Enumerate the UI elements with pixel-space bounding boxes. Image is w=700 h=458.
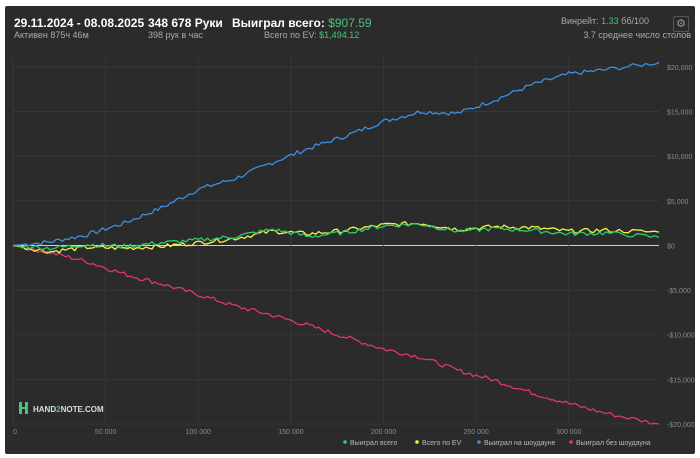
x-axis-labels: 0 50 000 100 000 150 000 200 000 250 000 300 0… <box>13 429 582 436</box>
profit-chart: $20,000 $15,000 $10,000 $5,000 $0 -$5,000 -$10… <box>12 58 695 447</box>
avg-tables: 3.7 среднее число столов <box>583 30 691 40</box>
ev-total-value: $1,494.12 <box>319 30 360 40</box>
legend-item[interactable]: Выиграл всего <box>343 440 397 447</box>
graph-panel: 29.11.2024 - 08.08.2025 Активен 875ч 46м… <box>5 6 695 454</box>
x-tick-label: 100 000 <box>186 429 211 436</box>
legend-label: Выиграл без шоудауна <box>576 439 651 447</box>
y-tick-label: $20,000 <box>667 65 692 72</box>
x-tick-label: 50 000 <box>95 429 117 436</box>
logo-mark-bar <box>19 407 28 409</box>
legend-item[interactable]: Всего по EV <box>415 440 462 447</box>
y-tick-label: -$20,000 <box>667 422 695 429</box>
x-tick-label: 0 <box>13 429 17 436</box>
winrate-label: Винрейт: <box>560 16 599 26</box>
hands-count: 348 678 Руки <box>148 16 223 30</box>
y-tick-label: -$10,000 <box>667 333 695 340</box>
y-tick-label: $0 <box>667 243 675 250</box>
won-total: Выиграл всего: $907.59 <box>232 16 372 30</box>
winrate-unit: бб/100 <box>621 16 649 26</box>
series-line-1 <box>12 221 660 254</box>
series-line-0 <box>12 222 660 251</box>
logo-text: HAND2NOTE.COM <box>33 405 104 414</box>
logo-text-mid: 2 <box>56 405 61 414</box>
legend-label: Выиграл на шоудауне <box>484 440 556 447</box>
legend-marker <box>477 440 481 444</box>
legend-item[interactable]: Выиграл без шоудауна <box>569 439 651 447</box>
y-tick-label: $15,000 <box>667 110 692 117</box>
legend-item[interactable]: Выиграл на шоудауне <box>477 440 556 447</box>
x-tick-label: 300 000 <box>556 429 581 436</box>
logo-text-left: HAND <box>33 405 56 414</box>
date-range: 29.11.2024 - 08.08.2025 <box>14 16 145 30</box>
y-tick-label: $5,000 <box>667 199 689 206</box>
winrate: Винрейт: 1.33 бб/100 <box>561 16 649 26</box>
logo-text-right: NOTE.COM <box>61 405 104 414</box>
legend-marker <box>343 440 347 444</box>
legend-marker <box>415 440 419 444</box>
x-tick-label: 150 000 <box>278 429 303 436</box>
chart-grid <box>12 58 659 425</box>
chart-legend: Выиграл всего Всего по EV Выиграл на шоуда… <box>343 439 651 447</box>
x-tick-label: 250 000 <box>464 429 489 436</box>
won-total-label: Выиграл всего: <box>232 16 325 30</box>
won-total-value: $907.59 <box>328 16 372 30</box>
legend-label: Выиграл всего <box>350 440 397 447</box>
y-axis-labels: $20,000 $15,000 $10,000 $5,000 $0 -$5,000 -$10… <box>667 65 695 429</box>
settings-button[interactable]: ⚙ <box>673 16 689 32</box>
x-tick-label: 200 000 <box>371 429 396 436</box>
ev-total-label: Всего по EV: <box>264 30 317 40</box>
legend-label: Всего по EV <box>422 440 462 447</box>
winrate-value: 1.33 <box>601 16 619 26</box>
hand2note-logo: HAND2NOTE.COM <box>19 402 104 414</box>
y-tick-label: $10,000 <box>667 154 692 161</box>
y-tick-label: -$5,000 <box>667 288 691 295</box>
gear-icon: ⚙ <box>676 18 686 30</box>
series-line-3 <box>12 244 660 425</box>
active-time: Активен 875ч 46м <box>14 30 89 40</box>
hands-per-hour: 398 рук в час <box>148 30 203 40</box>
legend-marker <box>569 440 573 444</box>
ev-total: Всего по EV: $1,494.12 <box>264 30 359 40</box>
chart-series <box>12 61 660 425</box>
series-line-2 <box>12 61 660 247</box>
y-tick-label: -$15,000 <box>667 377 695 384</box>
